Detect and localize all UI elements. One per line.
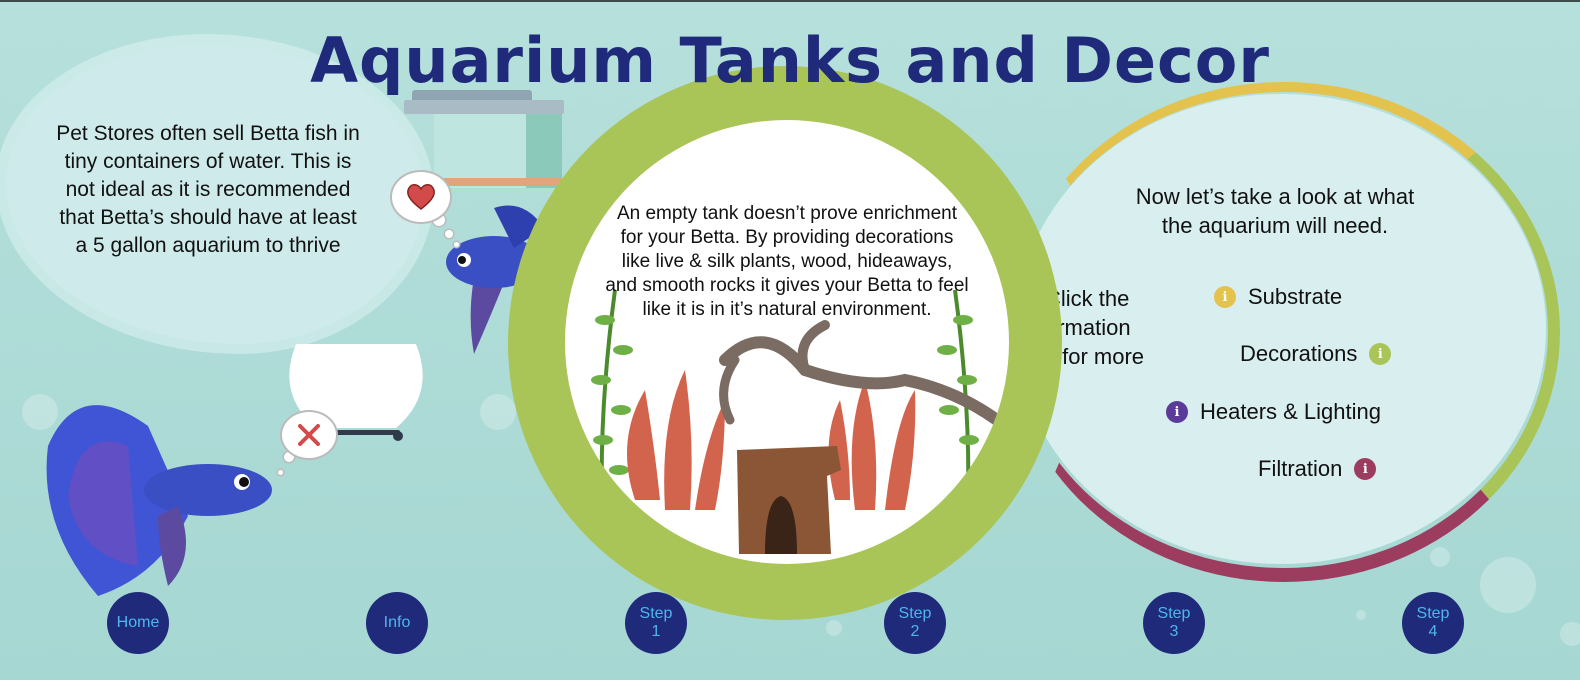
- page-title: Aquarium Tanks and Decor: [310, 24, 1270, 97]
- heart-thought-bubble: [392, 172, 450, 222]
- instruction-line: ormation: [1045, 315, 1131, 340]
- left-info-line: Pet Stores often sell Betta fish in: [56, 122, 360, 145]
- info-icon[interactable]: i: [1214, 286, 1236, 308]
- thought-dot: [445, 230, 453, 238]
- fish-bowl-illustration: [289, 344, 423, 441]
- heart-icon: [407, 184, 435, 210]
- bubble-decoration: [1356, 610, 1366, 620]
- bubble-decoration: [480, 394, 516, 430]
- topic-substrate[interactable]: i Substrate: [1214, 284, 1342, 310]
- topic-label: Filtration: [1258, 456, 1343, 481]
- center-info-line: and smooth rocks it gives your Betta to …: [605, 275, 969, 296]
- nav-label: Info: [383, 614, 411, 631]
- bubble-decoration: [1430, 547, 1450, 567]
- left-info-line: tiny containers of water. This is: [64, 150, 352, 173]
- decor-circle: [565, 120, 1009, 564]
- info-icon[interactable]: i: [1166, 401, 1188, 423]
- instruction-line: s for more: [1045, 344, 1145, 369]
- tank-illustration: [404, 90, 564, 188]
- right-info-panel: [1016, 94, 1546, 564]
- cross-thought-bubble: [282, 412, 336, 458]
- decorations-illustration: [591, 289, 1003, 561]
- topic-label: Decorations: [1240, 341, 1358, 366]
- center-info-line: like it is in it’s natural environment.: [642, 299, 932, 320]
- betta-fish-illustration: [446, 205, 544, 354]
- center-info-line: like live & silk plants, wood, hideaways…: [621, 251, 953, 272]
- topic-label: Substrate: [1248, 284, 1343, 309]
- nav-label: Step 2: [898, 605, 932, 640]
- center-info-text: An empty tank doesn’t prove enrichment f…: [585, 202, 989, 322]
- nav-label: Step 1: [639, 605, 673, 640]
- left-info-line: not ideal as it is recommended: [65, 178, 351, 201]
- left-info-line: that Betta’s should have at least: [59, 206, 357, 229]
- thought-dot: [278, 470, 283, 475]
- nav-step-1-button[interactable]: Step 1: [625, 592, 687, 654]
- left-info-line: a 5 gallon aquarium to thrive: [75, 234, 341, 257]
- nav-info-button[interactable]: Info: [366, 592, 428, 654]
- cross-icon: [298, 424, 320, 446]
- left-info-bubble: [6, 44, 424, 344]
- info-icon[interactable]: i: [1354, 458, 1377, 480]
- nav-label: Step 4: [1416, 605, 1450, 640]
- topic-filtration[interactable]: Filtration i: [1258, 456, 1377, 482]
- thought-dot: [284, 452, 294, 462]
- topic-decorations[interactable]: Decorations i: [1240, 341, 1392, 367]
- nav-home-button[interactable]: Home: [107, 592, 169, 654]
- intro-line: the aquarium will need.: [1161, 213, 1389, 238]
- info-icon[interactable]: i: [1369, 343, 1392, 365]
- intro-line: Now let’s take a look at what: [1135, 184, 1415, 209]
- bubble-decoration: [1480, 557, 1536, 613]
- bubble-decoration: [22, 394, 58, 430]
- betta-fish-illustration: [46, 405, 272, 596]
- center-info-line: for your Betta. By providing decorations: [620, 227, 954, 248]
- thought-dot: [454, 242, 459, 247]
- nav-step-3-button[interactable]: Step 3: [1143, 592, 1205, 654]
- bubble-decoration: [1560, 622, 1580, 646]
- clipped-instruction-text: Click the ormation s for more: [1045, 284, 1180, 371]
- nav-step-4-button[interactable]: Step 4: [1402, 592, 1464, 654]
- bubble-decoration: [826, 620, 842, 636]
- right-intro-text: Now let’s take a look at what the aquari…: [1080, 182, 1470, 240]
- nav-label: Step 3: [1157, 605, 1191, 640]
- left-info-text: Pet Stores often sell Betta fish in tiny…: [28, 120, 388, 260]
- instruction-line: Click the: [1045, 286, 1130, 311]
- topic-heaters-lighting[interactable]: i Heaters & Lighting: [1166, 399, 1381, 425]
- nav-step-2-button[interactable]: Step 2: [884, 592, 946, 654]
- nav-label: Home: [116, 614, 160, 631]
- topic-label: Heaters & Lighting: [1200, 399, 1381, 424]
- center-info-line: An empty tank doesn’t prove enrichment: [616, 203, 958, 224]
